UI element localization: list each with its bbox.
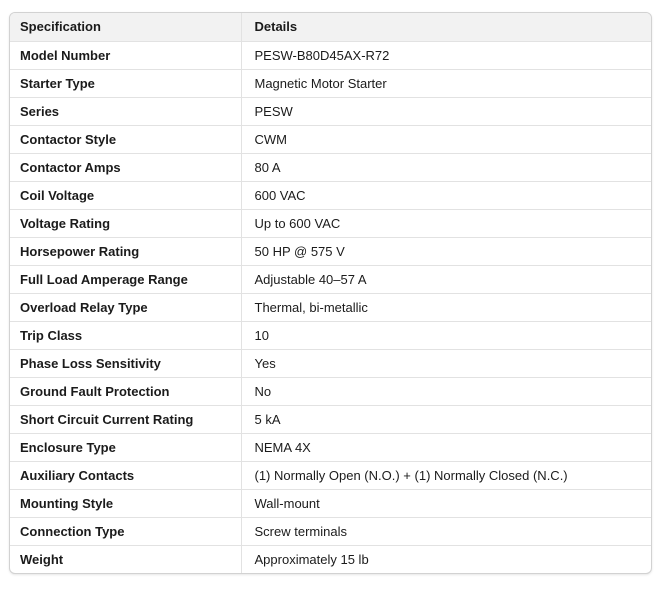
details-cell: Magnetic Motor Starter: [241, 69, 651, 98]
table-row: Full Load Amperage Range Adjustable 40–5…: [10, 265, 651, 294]
spec-table-container: Specification Details Model Number PESW-…: [9, 12, 652, 574]
details-cell: Wall-mount: [241, 489, 651, 518]
spec-cell: Full Load Amperage Range: [10, 265, 242, 294]
details-cell: Adjustable 40–57 A: [241, 265, 651, 294]
table-row: Series PESW: [10, 97, 651, 126]
details-cell: 600 VAC: [241, 181, 651, 210]
details-cell: No: [241, 377, 651, 406]
table-row: Contactor Amps 80 A: [10, 153, 651, 182]
spec-cell: Horsepower Rating: [10, 237, 242, 266]
details-cell: Thermal, bi-metallic: [241, 293, 651, 322]
table-header-row: Specification Details: [10, 13, 651, 42]
spec-cell: Phase Loss Sensitivity: [10, 349, 242, 378]
spec-table: Specification Details Model Number PESW-…: [10, 13, 651, 573]
spec-cell: Series: [10, 97, 242, 126]
table-row: Phase Loss Sensitivity Yes: [10, 349, 651, 378]
spec-cell: Contactor Amps: [10, 153, 242, 182]
spec-cell: Trip Class: [10, 321, 242, 350]
details-cell: Yes: [241, 349, 651, 378]
table-row: Model Number PESW-B80D45AX-R72: [10, 41, 651, 70]
details-cell: 80 A: [241, 153, 651, 182]
table-body: Model Number PESW-B80D45AX-R72 Starter T…: [10, 41, 651, 573]
table-row: Contactor Style CWM: [10, 125, 651, 154]
spec-cell: Voltage Rating: [10, 209, 242, 238]
details-cell: Screw terminals: [241, 517, 651, 546]
table-row: Auxiliary Contacts (1) Normally Open (N.…: [10, 461, 651, 490]
details-cell: 50 HP @ 575 V: [241, 237, 651, 266]
spec-cell: Short Circuit Current Rating: [10, 405, 242, 434]
table-row: Overload Relay Type Thermal, bi-metallic: [10, 293, 651, 322]
table-row: Enclosure Type NEMA 4X: [10, 433, 651, 462]
details-cell: Up to 600 VAC: [241, 209, 651, 238]
spec-cell: Weight: [10, 545, 242, 573]
details-cell: CWM: [241, 125, 651, 154]
table-row: Connection Type Screw terminals: [10, 517, 651, 546]
details-cell: NEMA 4X: [241, 433, 651, 462]
details-cell: 5 kA: [241, 405, 651, 434]
spec-cell: Ground Fault Protection: [10, 377, 242, 406]
table-row: Voltage Rating Up to 600 VAC: [10, 209, 651, 238]
table-row: Ground Fault Protection No: [10, 377, 651, 406]
details-cell: Approximately 15 lb: [254, 551, 369, 567]
table-row: Starter Type Magnetic Motor Starter: [10, 69, 651, 98]
table-row: Trip Class 10: [10, 321, 651, 350]
spec-cell: Contactor Style: [10, 125, 242, 154]
table-row: Mounting Style Wall-mount: [10, 489, 651, 518]
table-row: Horsepower Rating 50 HP @ 575 V: [10, 237, 651, 266]
spec-cell: Mounting Style: [10, 489, 242, 518]
spec-cell: Connection Type: [10, 517, 242, 546]
details-cell: (1) Normally Open (N.O.) + (1) Normally …: [241, 461, 651, 490]
spec-cell: Enclosure Type: [10, 433, 242, 462]
spec-cell: Model Number: [10, 41, 242, 70]
spec-cell: Coil Voltage: [10, 181, 242, 210]
specification-header-cell: Specification: [10, 13, 242, 42]
table-row: Short Circuit Current Rating 5 kA: [10, 405, 651, 434]
table-row: Coil Voltage 600 VAC: [10, 181, 651, 210]
details-cell: PESW: [241, 97, 651, 126]
spec-cell: Starter Type: [10, 69, 242, 98]
spec-cell: Overload Relay Type: [10, 293, 242, 322]
details-cell: 10: [241, 321, 651, 350]
table-header: Specification Details: [10, 13, 651, 42]
spec-cell: Auxiliary Contacts: [10, 461, 242, 490]
table-row: Weight Approximately 15 lb: [10, 545, 651, 573]
details-cell: PESW-B80D45AX-R72: [241, 41, 651, 70]
details-header-cell: Details: [241, 13, 651, 42]
